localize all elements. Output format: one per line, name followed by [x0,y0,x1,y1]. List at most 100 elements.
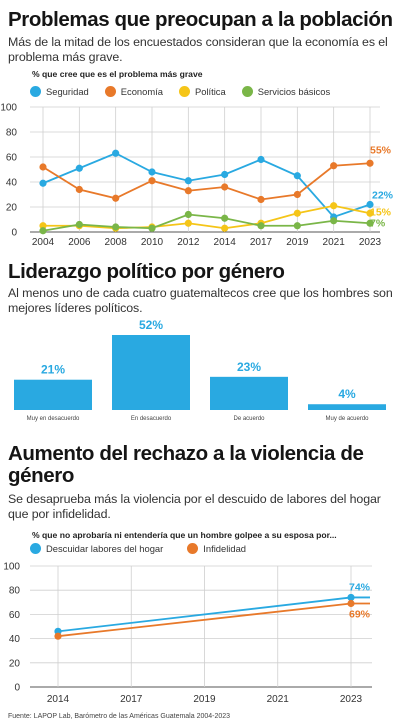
y-tick-label: 0 [14,683,20,694]
category-label: De acuerdo [233,416,265,422]
x-tick-label: 2006 [68,237,91,248]
data-point [293,172,301,180]
chart2-bar-plot: 21% Muy en desacuerdo 52% En desacuerdo 23% D… [14,318,386,422]
end-value-label: 22% [372,190,394,202]
x-tick-label: 2008 [105,237,128,248]
legend-dot-icon [241,86,253,97]
end-value-label: 55% [370,144,392,156]
data-point [221,170,229,179]
bar [308,404,386,410]
y-tick-label: 0 [11,228,17,239]
chart2-subtitle: Al menos uno de cada cuatro guatemalteco… [8,286,393,315]
data-point [39,222,47,230]
end-value-label: 69% [349,609,371,621]
data-point [221,214,229,222]
data-point [184,219,192,227]
legend-dot-icon [104,86,116,97]
series-line [42,213,371,232]
y-tick-label: 20 [6,203,18,214]
x-tick-label: 2021 [267,694,290,705]
data-point [112,223,120,231]
legend-item: Política [178,86,226,97]
data-point [112,149,120,157]
bar [210,376,288,410]
x-tick-label: 2023 [340,694,363,705]
legend-item: Descuidar labores del hogar [30,543,163,554]
x-tick-label: 2017 [120,694,143,705]
x-tick-label: 2019 [286,237,309,248]
legend-item: Economía [104,86,163,97]
y-tick-label: 20 [9,658,21,669]
chart3-subtitle: Se desaprueba más la violencia por el de… [8,492,381,521]
y-tick-label: 80 [9,586,21,597]
legend-dot-icon [187,543,199,554]
chart1-note: % que cree que es el problema más grave [32,69,203,79]
y-tick-label: 40 [9,634,21,645]
chart1-line-plot: 0 20 40 60 80 100 2004 2006 2008 2010 2012 2014 2017… [0,103,394,249]
data-point [366,200,374,209]
legend-dot-icon [30,543,41,554]
legend-item: Infidelidad [187,543,246,554]
x-tick-label: 2010 [141,237,164,248]
chart3-note: % que no aprobaría ni entendería que un … [32,530,337,540]
series-line [43,204,371,230]
data-point [184,187,192,195]
data-point [293,222,301,230]
x-tick-label: 2021 [323,237,346,248]
y-tick-label: 80 [6,128,18,139]
source-note: Fuente: LAPOP Lab, Barómetro de las Amér… [8,713,231,720]
data-point [221,183,229,191]
data-point [330,202,338,210]
chart1-legend: Seguridad Economía Política Servicios básic… [30,86,346,97]
chart2-title: Liderazgo político por género [8,260,285,283]
bar-value-label: 4% [338,387,356,401]
data-point [39,179,47,187]
bar-value-label: 21% [41,363,65,377]
data-point [75,185,83,194]
end-value-label: 74% [349,581,371,593]
chart3-line-plot: 0 20 40 60 80 100 2014 2017 2019 2021 2023 74% 69% [3,562,372,705]
category-label: En desacuerdo [131,416,172,422]
series-line [42,152,371,219]
legend-label: Seguridad [46,86,89,97]
legend-label: Infidelidad [203,543,247,554]
y-tick-label: 40 [6,178,18,189]
data-point [257,155,265,164]
bar-value-label: 52% [139,318,163,332]
legend-dot-icon [178,86,190,97]
y-tick-label: 100 [3,562,20,573]
data-point [293,209,301,217]
data-point [330,162,338,170]
bar-value-label: 23% [237,360,261,374]
y-tick-label: 60 [6,153,18,164]
x-tick-label: 2023 [359,237,382,248]
legend-item: Seguridad [30,86,89,97]
data-point [257,222,265,230]
data-point [39,163,47,171]
data-point [39,227,47,235]
data-point [366,209,374,217]
legend-label: Política [194,86,226,97]
data-point [221,224,229,232]
data-point [366,219,374,227]
chart1-subtitle: Más de la mitad de los encuestados consi… [8,35,388,64]
end-value-label: 7% [370,217,386,229]
data-point [330,217,338,225]
data-point [293,190,301,199]
x-tick-label: 2014 [214,237,237,248]
y-tick-label: 60 [9,610,21,621]
x-tick-label: 2004 [32,237,55,248]
category-label: Muy de acuerdo [325,416,369,422]
data-point [366,159,374,167]
data-point [148,177,156,185]
category-label: Muy en desacuerdo [27,416,80,422]
legend-item: Servicios básicos [241,86,330,97]
series-line [42,162,371,201]
data-point [184,177,192,185]
data-point [148,224,156,232]
bar [112,335,190,410]
data-point [347,599,355,608]
series-line [57,602,370,638]
x-tick-label: 2012 [177,237,200,248]
chart3-legend: Descuidar labores del hogar Infidelidad [30,543,270,554]
